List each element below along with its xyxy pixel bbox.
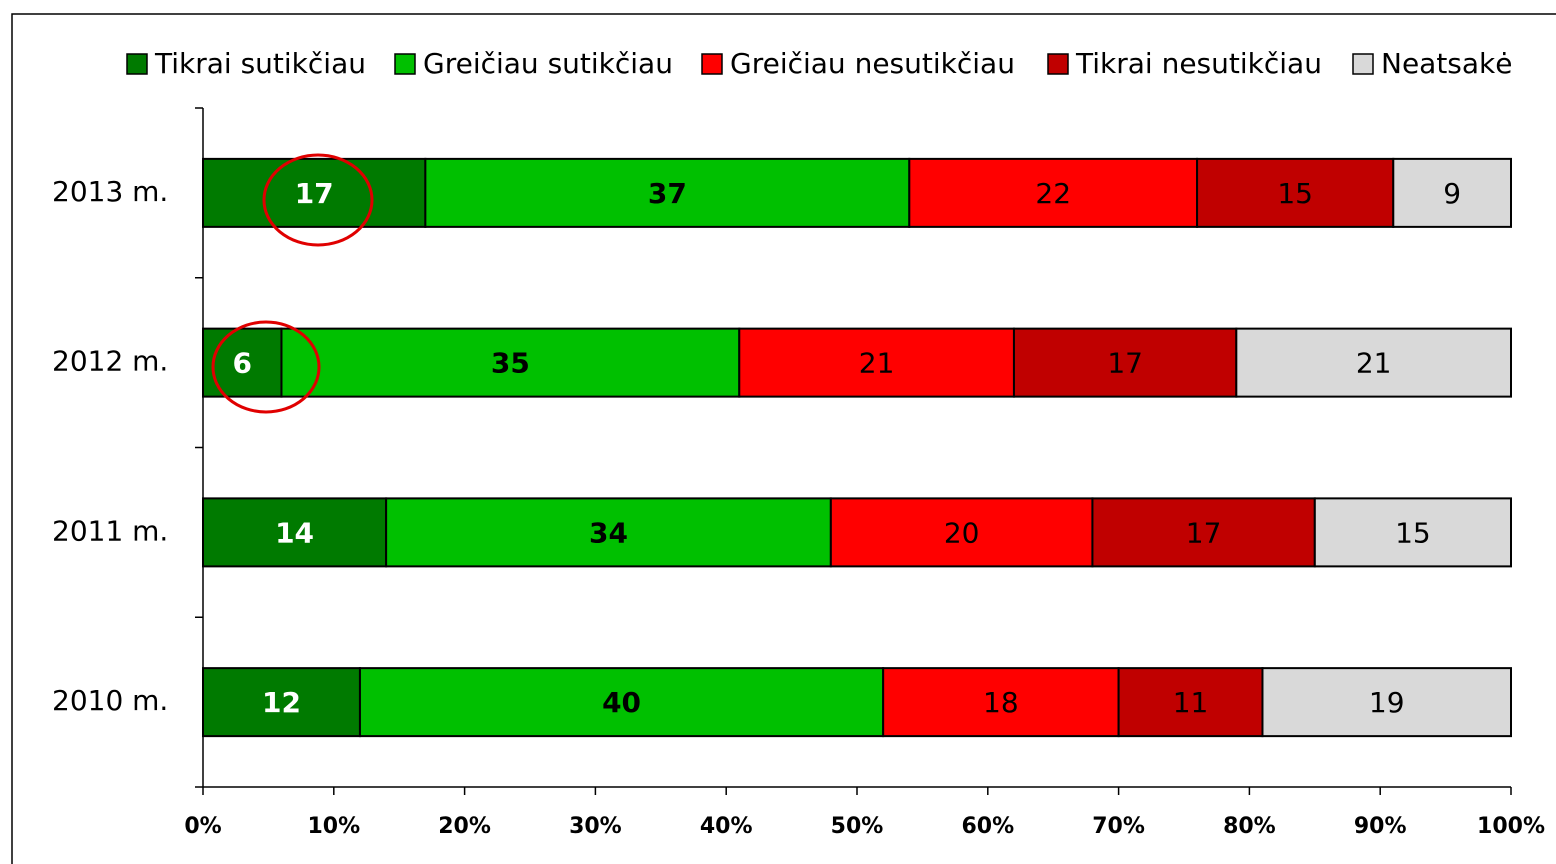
bar-segment (385, 497, 832, 568)
bar-segment (202, 157, 427, 228)
legend-label: Greičiau sutikčiau (423, 47, 673, 80)
bar-segment (1261, 667, 1512, 738)
y-tick-label: 2010 m. (52, 684, 168, 717)
bar-segment (738, 327, 1015, 398)
data-label: 17 (1186, 516, 1222, 549)
data-label: 18 (983, 686, 1019, 719)
bar-segment (1012, 327, 1238, 398)
data-label: 22 (1035, 177, 1071, 210)
data-label: 40 (602, 686, 641, 719)
bar-segment (908, 157, 1199, 228)
x-tick-label: 80% (1223, 814, 1276, 839)
data-label: 37 (648, 177, 687, 210)
bar-segment (1313, 497, 1513, 568)
x-tick-label: 0% (184, 814, 221, 839)
bar-segment (1392, 157, 1513, 228)
legend-label: Neatsakė (1381, 47, 1513, 80)
x-tick-label: 40% (700, 814, 753, 839)
data-label: 20 (944, 516, 980, 549)
data-label: 14 (275, 516, 314, 549)
data-label: 35 (491, 347, 530, 380)
x-tick-label: 100% (1477, 814, 1545, 839)
legend-swatch (701, 53, 723, 75)
highlight-circle (211, 320, 321, 414)
data-label: 15 (1277, 177, 1313, 210)
bar-segment (1196, 157, 1395, 228)
data-label: 6 (232, 347, 251, 380)
x-tick-label: 30% (569, 814, 622, 839)
highlight-circle (262, 153, 374, 247)
bar-segment (1235, 327, 1512, 398)
data-label: 17 (295, 177, 334, 210)
legend-swatch (394, 53, 416, 75)
data-label: 34 (589, 516, 628, 549)
legend-label: Tikrai nesutikčiau (1075, 47, 1322, 80)
data-label: 9 (1443, 177, 1461, 210)
x-tick-label: 70% (1092, 814, 1145, 839)
data-label: 21 (1356, 347, 1392, 380)
data-label: 11 (1173, 686, 1209, 719)
legend-label: Greičiau nesutikčiau (730, 47, 1015, 80)
bar-segment (358, 667, 885, 738)
data-label: 17 (1107, 347, 1143, 380)
x-tick-label: 50% (831, 814, 884, 839)
bar-segment (280, 327, 741, 398)
y-tick-label: 2011 m. (52, 514, 168, 547)
data-label: 19 (1369, 686, 1405, 719)
legend-swatch (1047, 53, 1069, 75)
legend-swatch (1352, 53, 1374, 75)
x-tick-label: 20% (438, 814, 491, 839)
legend-label: Tikrai sutikčiau (154, 47, 366, 80)
y-tick-label: 2013 m. (52, 175, 168, 208)
data-label: 15 (1395, 516, 1431, 549)
y-tick-label: 2012 m. (52, 345, 168, 378)
bar-segment (424, 157, 911, 228)
data-label: 12 (262, 686, 301, 719)
x-tick-label: 60% (961, 814, 1014, 839)
x-tick-label: 10% (307, 814, 360, 839)
plot: 0% 10% 20% 30% 40% 50% 60% 70% 80% 90% 100% 2013 m.… (52, 47, 1545, 839)
bar-segment (882, 667, 1120, 738)
x-tick-label: 90% (1354, 814, 1407, 839)
data-label: 21 (859, 347, 895, 380)
legend-swatch (126, 53, 148, 75)
